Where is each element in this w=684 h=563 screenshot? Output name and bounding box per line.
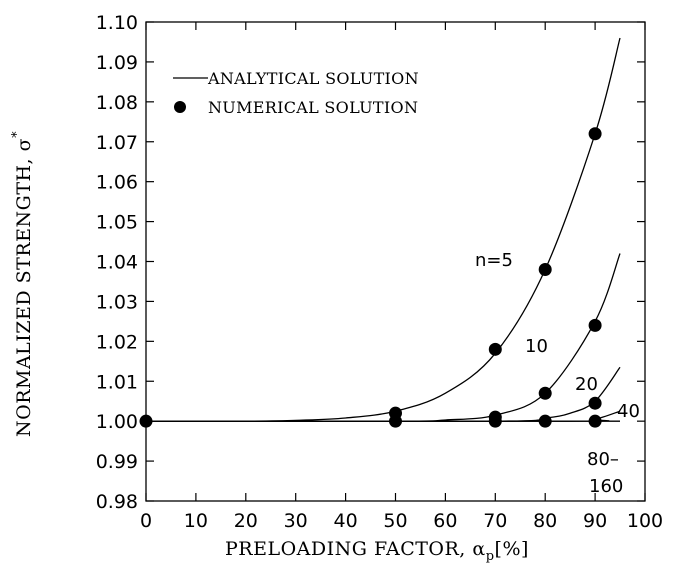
y-axis-title: NORMALIZED STRENGTH, σ* [10, 131, 35, 437]
legend-dot-marker [174, 101, 186, 113]
legend-numerical-label: NUMERICAL SOLUTION [208, 98, 418, 117]
y-tick-label: 1.09 [96, 52, 138, 74]
x-tick-label: 70 [483, 510, 507, 532]
x-tick-label: 100 [627, 510, 663, 532]
x-tick-label: 90 [583, 510, 607, 532]
numerical-point [538, 386, 552, 400]
x-tick-label: 60 [433, 510, 457, 532]
curve-labels: n=5 10 20 40 80– 160 [475, 250, 640, 497]
y-tick-label: 1.01 [96, 371, 138, 393]
axes-frame [145, 21, 646, 502]
numerical-point [488, 414, 502, 428]
y-tick-label: 1.02 [96, 331, 138, 353]
x-tick-label: 30 [284, 510, 308, 532]
analytical-curves [146, 37, 621, 422]
y-tick-label: 1.04 [96, 252, 138, 274]
x-tick-label: 10 [184, 510, 208, 532]
numerical-point [538, 262, 552, 276]
curve-label-40: 40 [617, 401, 640, 422]
x-tick-label: 80 [533, 510, 557, 532]
x-tick-label: 0 [140, 510, 152, 532]
curve-label-160: 160 [589, 476, 623, 497]
y-tick-label: 1.06 [96, 172, 138, 194]
curve-label-10: 10 [525, 336, 548, 357]
x-tick-label: 20 [234, 510, 258, 532]
x-ticks: 0 10 20 30 40 50 60 70 80 90 100 [140, 22, 663, 532]
y-tick-label: 1.05 [96, 212, 138, 234]
numerical-point [588, 127, 602, 141]
y-tick-label: 1.08 [96, 92, 138, 114]
y-tick-label: 0.99 [96, 451, 138, 473]
curve-label-20: 20 [575, 374, 598, 395]
y-tick-label: 1.03 [96, 291, 138, 313]
numerical-point [588, 396, 602, 410]
numerical-point [538, 414, 552, 428]
numerical-point [389, 414, 402, 428]
y-ticks: 0.98 0.99 1.00 1.01 1.02 1.03 1.04 1.05 1.06 1.07… [96, 12, 645, 513]
y-tick-label: 0.98 [96, 491, 138, 513]
numerical-point [588, 318, 602, 332]
curve-label-n5: n=5 [475, 250, 513, 271]
numerical-point [139, 414, 153, 428]
legend: ANALYTICAL SOLUTION NUMERICAL SOLUTION [173, 69, 419, 117]
numerical-point [488, 342, 502, 356]
legend-analytical-label: ANALYTICAL SOLUTION [207, 69, 419, 88]
x-tick-label: 50 [383, 510, 407, 532]
x-tick-label: 40 [334, 510, 358, 532]
y-tick-label: 1.07 [96, 132, 138, 154]
x-axis-title: PRELOADING FACTOR, αp[%] [225, 538, 529, 563]
numerical-point [588, 414, 602, 428]
y-tick-label: 1.10 [96, 12, 138, 34]
y-tick-label: 1.00 [96, 411, 138, 433]
plot-frame [145, 21, 646, 502]
analytical-curve-0 [146, 37, 621, 422]
curve-label-80: 80– [587, 449, 619, 470]
numerical-points [139, 127, 602, 428]
